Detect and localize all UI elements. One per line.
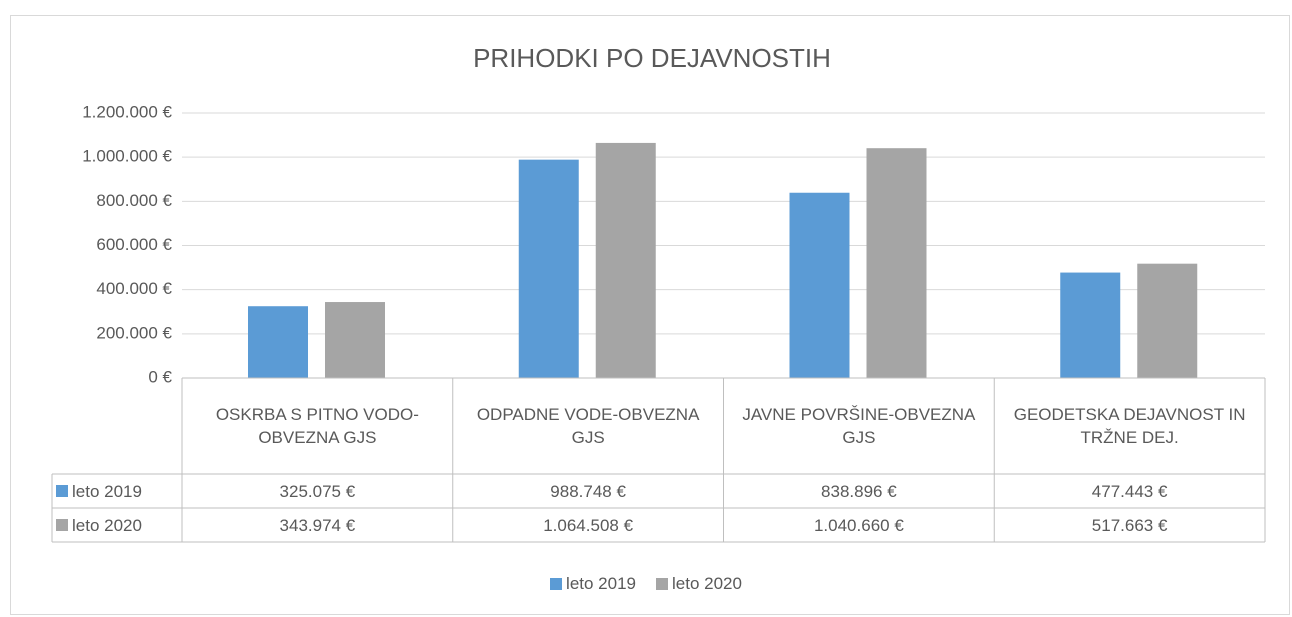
series-row-header: leto 2020 — [52, 508, 182, 542]
bar — [248, 306, 308, 378]
y-tick-label: 800.000 € — [96, 191, 172, 210]
y-tick-label: 1.000.000 € — [82, 147, 172, 166]
bar — [789, 192, 850, 378]
y-tick-label: 1.200.000 € — [82, 102, 172, 121]
legend-swatch — [56, 519, 68, 531]
bar — [518, 159, 579, 378]
chart-border — [10, 15, 1290, 615]
bar — [325, 302, 385, 378]
data-cell: 477.443 € — [1091, 481, 1168, 501]
series-name: leto 2019 — [72, 481, 142, 501]
chart-title: PRIHODKI PO DEJAVNOSTIH — [473, 43, 831, 73]
y-tick-label: 0 € — [148, 367, 172, 386]
legend-label: leto 2019 — [566, 574, 636, 593]
legend-label: leto 2020 — [672, 574, 742, 593]
legend-item: leto 2020 — [656, 574, 742, 594]
legend-swatch — [56, 485, 68, 497]
legend-swatch — [656, 578, 668, 590]
category-label: JAVNE POVRŠINE-OBVEZNA GJS — [742, 405, 976, 447]
bar — [1060, 272, 1121, 378]
data-cell: 838.896 € — [821, 481, 897, 501]
bar — [866, 148, 927, 378]
y-tick-label: 600.000 € — [96, 235, 172, 254]
data-cell: 325.075 € — [279, 481, 356, 501]
series-row-header: leto 2019 — [52, 474, 182, 508]
y-tick-label: 200.000 € — [96, 323, 172, 342]
category-label: GEODETSKA DEJAVNOST IN TRŽNE DEJ. — [1013, 405, 1246, 447]
data-cell: 517.663 € — [1091, 515, 1168, 535]
y-tick-label: 400.000 € — [96, 279, 172, 298]
data-cell: 1.040.660 € — [813, 515, 904, 535]
legend-item: leto 2019 — [550, 574, 636, 594]
legend: leto 2019 leto 2020 — [0, 572, 1292, 596]
data-cell: 1.064.508 € — [543, 515, 634, 535]
data-cell: 343.974 € — [279, 515, 356, 535]
bar — [595, 142, 656, 378]
series-name: leto 2020 — [72, 515, 142, 535]
legend-swatch — [550, 578, 563, 590]
bar — [1137, 263, 1198, 378]
category-label: OSKRBA S PITNO VODO- OBVEZNA GJS — [215, 405, 419, 447]
data-cell: 988.748 € — [550, 481, 626, 501]
category-label: ODPADNE VODE-OBVEZNA GJS — [476, 405, 700, 447]
